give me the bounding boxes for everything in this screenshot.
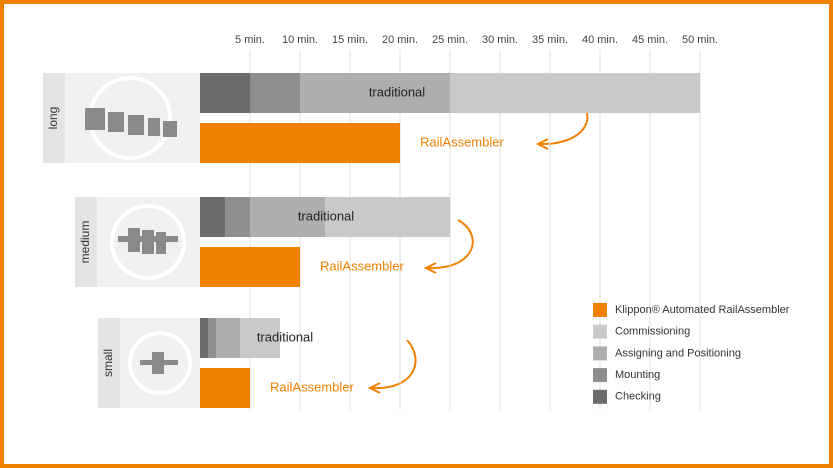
bar-label: RailAssembler bbox=[270, 379, 354, 394]
label-box bbox=[98, 318, 120, 408]
label-box bbox=[43, 73, 65, 163]
terminal-blocks bbox=[118, 228, 178, 254]
legend-label: Assigning and Positioning bbox=[615, 347, 741, 359]
x-tick-label: 45 min. bbox=[632, 34, 668, 46]
arrow bbox=[371, 339, 417, 390]
terminal-blocks bbox=[85, 108, 177, 137]
bar-label: traditional bbox=[257, 329, 313, 344]
legend-label: Checking bbox=[615, 391, 661, 403]
bar-segment bbox=[225, 197, 250, 237]
bar bbox=[200, 368, 250, 408]
bar-segment bbox=[240, 318, 280, 358]
bar-label: RailAssembler bbox=[420, 134, 504, 149]
legend-label: Commissioning bbox=[615, 326, 690, 338]
legend-label: Klippon® Automated RailAssembler bbox=[615, 304, 790, 316]
legend-swatch bbox=[593, 303, 607, 317]
bar-segment bbox=[200, 318, 208, 358]
image-circle bbox=[128, 331, 192, 395]
x-tick-label: 10 min. bbox=[282, 34, 318, 46]
legend-swatch bbox=[593, 346, 607, 361]
x-tick-label: 30 min. bbox=[482, 34, 518, 46]
arrow-head bbox=[367, 382, 381, 394]
bar bbox=[200, 123, 400, 163]
bar-segment bbox=[216, 318, 240, 358]
bar bbox=[200, 247, 300, 287]
bar-segment bbox=[200, 73, 250, 113]
category-label: medium bbox=[78, 221, 92, 264]
arrow-head bbox=[535, 138, 549, 150]
legend-label: Mounting bbox=[615, 369, 660, 381]
label-box bbox=[75, 197, 97, 287]
category-label: small bbox=[101, 349, 115, 377]
image-circle bbox=[110, 204, 186, 280]
terminal-blocks bbox=[140, 352, 178, 374]
category-label: long bbox=[46, 107, 60, 130]
x-tick-label: 35 min. bbox=[532, 34, 568, 46]
x-tick-label: 20 min. bbox=[382, 34, 418, 46]
bar-segment bbox=[250, 197, 325, 237]
x-tick-label: 25 min. bbox=[432, 34, 468, 46]
x-tick-label: 50 min. bbox=[682, 34, 718, 46]
arrow bbox=[427, 219, 474, 270]
bar-segment bbox=[208, 318, 216, 358]
x-tick-label: 15 min. bbox=[332, 34, 368, 46]
legend-swatch bbox=[593, 324, 607, 339]
bar-label: traditional bbox=[369, 84, 425, 99]
bar-label: RailAssembler bbox=[320, 258, 404, 273]
x-tick-label: 40 min. bbox=[582, 34, 618, 46]
bar-segment bbox=[300, 73, 450, 113]
legend-swatch bbox=[593, 368, 607, 383]
x-tick-label: 5 min. bbox=[235, 34, 265, 46]
bar-segment bbox=[200, 197, 225, 237]
legend-swatch bbox=[593, 389, 607, 404]
arrow-head bbox=[423, 262, 437, 274]
bar-segment bbox=[325, 197, 450, 237]
bar-label: traditional bbox=[298, 208, 354, 223]
product-images bbox=[43, 73, 200, 408]
bar-segment bbox=[250, 73, 300, 113]
bar-segment bbox=[450, 73, 700, 113]
